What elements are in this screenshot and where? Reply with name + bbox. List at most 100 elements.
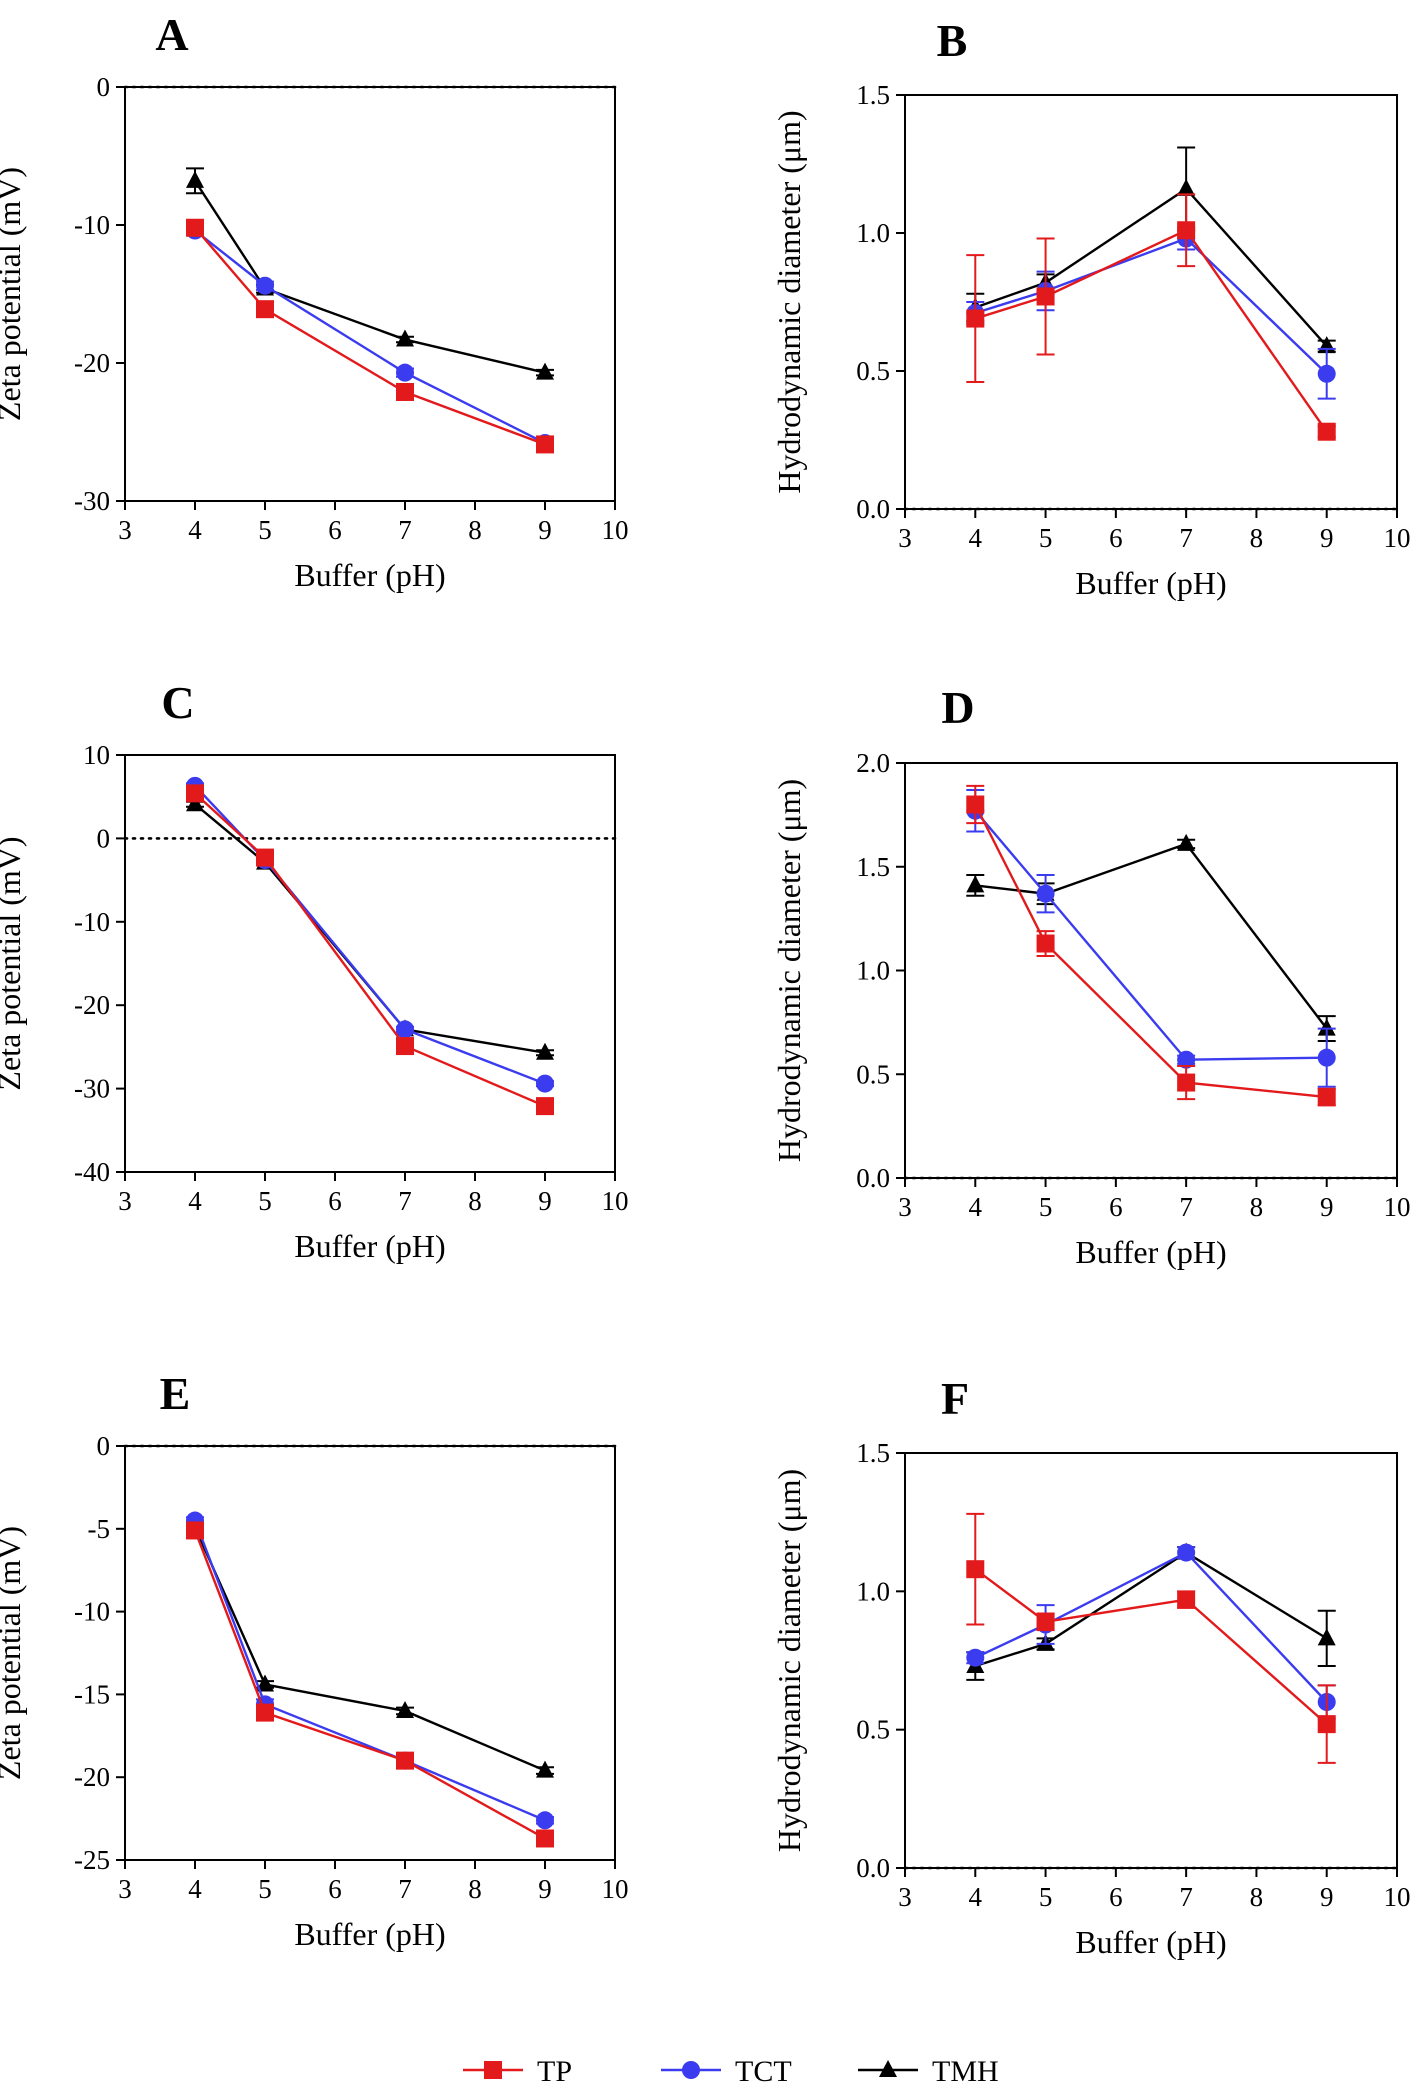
data-point xyxy=(966,875,985,893)
series-line xyxy=(194,229,546,445)
x-tick-label: 10 xyxy=(602,515,629,545)
panel-e: E 3 4 5 6 7 8 9 10 -25 -20 -15 -10 -5 0 Buffer (pH) Zeta… xyxy=(0,1368,629,1952)
y-tick-label: 0.0 xyxy=(856,1853,890,1883)
data-point xyxy=(1177,1050,1196,1069)
data-point xyxy=(966,1648,985,1667)
x-tick-label: 6 xyxy=(1109,523,1123,553)
panel-a: A 3 4 5 6 7 8 9 10 -30 -20 -10 0 Buffer (pH) Zeta pote… xyxy=(0,9,629,593)
data-point xyxy=(186,784,204,803)
y-tick-label: -10 xyxy=(74,210,110,240)
x-tick-label: 8 xyxy=(1250,1882,1264,1912)
y-tick-label: 0.5 xyxy=(856,1059,890,1089)
x-axis-label: Buffer (pH) xyxy=(294,1916,445,1952)
series-line xyxy=(194,226,546,446)
x-tick-label: 3 xyxy=(898,523,912,553)
x-tick-label: 7 xyxy=(1179,1882,1193,1912)
series-tct xyxy=(966,788,1336,1088)
data-point xyxy=(1036,287,1055,306)
plot-frame xyxy=(124,754,616,1173)
x-tick-label: 7 xyxy=(1179,1192,1193,1222)
data-point xyxy=(1177,1590,1196,1609)
y-axis-label: Zeta potential (mV) xyxy=(0,167,27,421)
x-tick-label: 3 xyxy=(898,1192,912,1222)
series-tct xyxy=(966,1543,1336,1720)
panel-label: A xyxy=(155,9,188,60)
x-tick-label: 9 xyxy=(538,1874,552,1904)
data-point xyxy=(1177,221,1196,240)
y-axis-label: Hydrodynamic diameter (μm) xyxy=(771,110,807,493)
series-tct xyxy=(966,226,1336,400)
data-point xyxy=(966,795,985,814)
x-tick-label: 10 xyxy=(602,1874,629,1904)
plot-frame xyxy=(124,86,616,502)
series-tp xyxy=(186,218,554,454)
data-point xyxy=(396,1020,414,1039)
plot-frame xyxy=(904,1452,1398,1869)
y-tick-label: 0 xyxy=(97,823,111,853)
y-tick-label: 1.0 xyxy=(856,956,890,986)
legend-marker xyxy=(484,2061,502,2079)
data-point xyxy=(186,1521,204,1540)
y-tick-label: 1.5 xyxy=(856,1438,890,1468)
y-tick-label: -20 xyxy=(74,990,110,1020)
data-point xyxy=(256,276,274,295)
data-point xyxy=(536,1042,554,1060)
data-point xyxy=(1317,422,1336,441)
series-line xyxy=(974,228,1328,433)
legend-marker xyxy=(682,2061,700,2079)
data-point xyxy=(536,1760,554,1778)
series-line xyxy=(194,785,546,1085)
y-tick-label: 2.0 xyxy=(856,748,890,778)
series-line xyxy=(193,1526,546,1772)
series-tmh xyxy=(186,167,554,380)
panel-label: E xyxy=(160,1368,191,1419)
panel-label: C xyxy=(161,677,194,728)
x-tick-label: 4 xyxy=(188,1186,202,1216)
y-axis-label: Zeta potential (mV) xyxy=(0,836,27,1090)
legend-label: TMH xyxy=(932,2055,999,2088)
y-tick-label: 0 xyxy=(97,1431,111,1461)
y-tick-label: -20 xyxy=(74,1762,110,1792)
x-tick-label: 8 xyxy=(468,1874,482,1904)
plot-frame xyxy=(904,762,1398,1179)
data-point xyxy=(256,1703,274,1722)
legend-label: TP xyxy=(537,2055,572,2088)
data-point xyxy=(1036,1612,1055,1631)
x-tick-label: 10 xyxy=(602,1186,629,1216)
data-point xyxy=(396,1037,414,1056)
x-tick-label: 6 xyxy=(328,1186,342,1216)
x-tick-label: 5 xyxy=(258,1186,272,1216)
x-tick-label: 4 xyxy=(969,1192,983,1222)
y-tick-label: 0.5 xyxy=(856,1715,890,1745)
y-axis-label: Hydrodynamic diameter (μm) xyxy=(771,1469,807,1852)
x-tick-label: 9 xyxy=(538,1186,552,1216)
x-tick-label: 3 xyxy=(118,1186,132,1216)
data-point xyxy=(536,1811,554,1830)
x-tick-label: 7 xyxy=(398,1186,412,1216)
data-point xyxy=(1177,1543,1196,1562)
series-tct xyxy=(186,1511,554,1830)
data-point xyxy=(396,1751,414,1770)
data-point xyxy=(186,794,204,812)
x-tick-label: 7 xyxy=(1179,523,1193,553)
series-tmh xyxy=(966,1542,1336,1681)
data-point xyxy=(966,1560,985,1579)
series-tp xyxy=(966,784,1336,1107)
x-axis-label: Buffer (pH) xyxy=(294,1228,445,1264)
panel-c: C 3 4 5 6 7 8 9 10 -40 -30 -20 -10 0 10 Buffer (pH) Zeta… xyxy=(0,677,629,1264)
x-tick-label: 4 xyxy=(188,1874,202,1904)
x-tick-label: 8 xyxy=(1250,1192,1264,1222)
legend-item-tp: TP xyxy=(463,2055,572,2088)
x-axis-label: Buffer (pH) xyxy=(1075,1234,1226,1270)
data-point xyxy=(256,300,274,319)
data-point xyxy=(536,1074,554,1093)
data-point xyxy=(1177,178,1196,196)
x-tick-label: 6 xyxy=(328,1874,342,1904)
data-point xyxy=(396,329,414,347)
x-tick-label: 6 xyxy=(1109,1192,1123,1222)
x-tick-label: 5 xyxy=(258,1874,272,1904)
data-point xyxy=(536,1097,554,1116)
x-tick-label: 5 xyxy=(1039,1192,1053,1222)
legend: TP TCT TMH xyxy=(463,2055,999,2088)
series-line xyxy=(193,180,546,374)
